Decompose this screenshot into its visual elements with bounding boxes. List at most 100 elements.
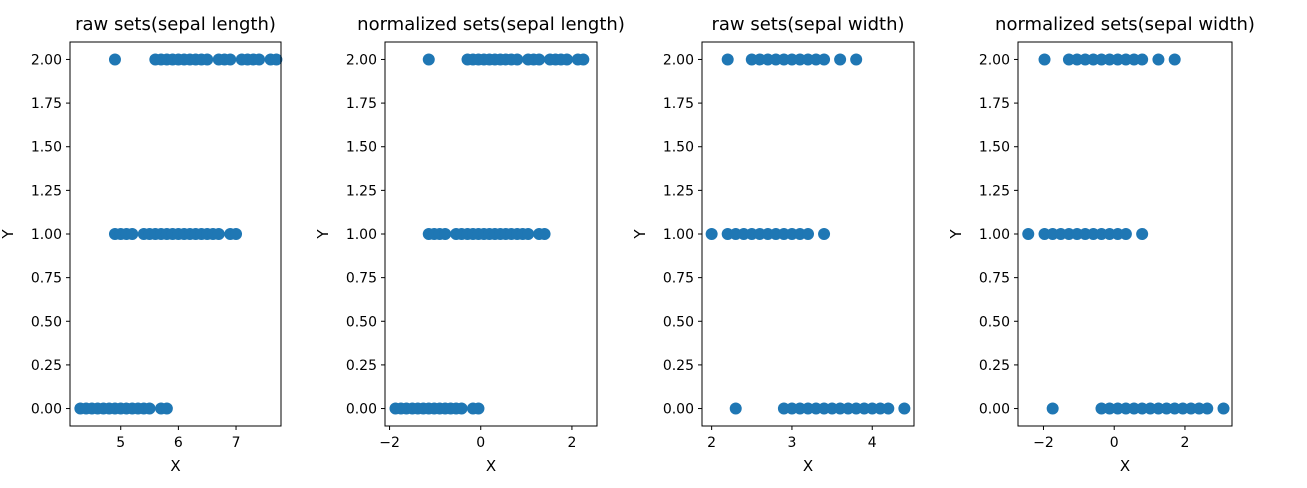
y-tick-label: 1.00 — [346, 227, 377, 243]
data-point — [511, 53, 524, 66]
x-tick-label: 2 — [567, 435, 576, 451]
y-tick-label: 1.00 — [663, 227, 694, 243]
chart-panel-4: normalized sets(sepal width) 0.00 0.25 0.50… — [947, 14, 1255, 475]
data-point — [1201, 402, 1214, 415]
x-tick-label: 2 — [1180, 435, 1189, 451]
x-tick-label: 0 — [1110, 435, 1119, 451]
data-point — [522, 228, 535, 240]
data-point — [533, 53, 546, 66]
x-tick-label: 6 — [174, 435, 183, 451]
data-point — [201, 53, 214, 66]
data-point — [560, 53, 573, 66]
data-point — [108, 53, 121, 66]
y-tick-label: 0.25 — [346, 358, 377, 374]
y-tick-label: 0.50 — [979, 314, 1010, 330]
plot-frame — [701, 41, 915, 427]
chart-panel-2: normalized sets(sepal length) 0.00 0.25 0.5… — [314, 14, 625, 475]
data-point — [253, 53, 266, 66]
x-axis-label: X — [486, 457, 496, 475]
chart-panel-1: raw sets(sepal length) 0.00 0.25 0.50 0.75 1.… — [0, 14, 283, 475]
data-point — [126, 228, 139, 240]
y-tick-label: 0.50 — [31, 314, 62, 330]
x-tick-label: 0 — [476, 435, 485, 451]
y-tick-label: 0.00 — [31, 402, 62, 418]
data-point — [455, 402, 468, 415]
y-tick-label: 1.75 — [663, 96, 694, 112]
data-point — [802, 228, 814, 240]
y-tick-label: 2.00 — [346, 52, 377, 68]
data-point — [818, 228, 831, 240]
data-point — [160, 402, 173, 415]
x-tick-label: −2 — [379, 435, 400, 451]
plot-frame — [69, 41, 282, 427]
y-tick-label: 0.25 — [663, 358, 694, 374]
y-tick-label: 0.25 — [979, 358, 1010, 374]
data-point — [850, 53, 863, 66]
y-tick-label: 0.50 — [346, 314, 377, 330]
y-tick-label: 1.50 — [663, 140, 694, 156]
data-point — [1022, 228, 1035, 240]
y-tick-label: 1.25 — [346, 183, 377, 199]
y-tick-label: 1.50 — [346, 140, 377, 156]
chart-title: raw sets(sepal length) — [75, 14, 276, 35]
y-axis-label: Y — [631, 229, 649, 240]
y-tick-label: 1.75 — [346, 96, 377, 112]
chart-title: raw sets(sepal width) — [711, 14, 904, 35]
chart-panel-3: raw sets(sepal width) 0.00 0.25 0.50 0.75 1.0… — [631, 14, 915, 475]
data-point — [1136, 53, 1149, 66]
y-tick-label: 1.00 — [979, 227, 1010, 243]
y-tick-label: 0.50 — [663, 314, 694, 330]
data-point — [1152, 53, 1165, 66]
data-point — [439, 228, 452, 240]
data-point — [834, 53, 847, 66]
data-point — [729, 402, 742, 415]
x-tick-label: 4 — [868, 435, 877, 451]
data-point — [721, 53, 734, 66]
y-tick-label: 0.75 — [346, 271, 377, 287]
data-point — [538, 228, 551, 240]
data-point — [577, 53, 590, 66]
data-point — [422, 53, 435, 66]
y-tick-label: 0.00 — [346, 402, 377, 418]
data-point — [1046, 402, 1059, 415]
x-tick-label: 7 — [232, 435, 241, 451]
data-point — [1136, 228, 1149, 240]
y-tick-label: 1.25 — [663, 183, 694, 199]
chart-title: normalized sets(sepal length) — [357, 14, 625, 35]
y-tick-label: 1.00 — [31, 227, 62, 243]
y-tick-label: 2.00 — [31, 52, 62, 68]
y-tick-label: 1.25 — [979, 183, 1010, 199]
y-tick-label: 0.75 — [979, 271, 1010, 287]
x-axis-label: X — [803, 457, 813, 475]
data-point — [1119, 228, 1132, 240]
y-tick-label: 1.25 — [31, 183, 62, 199]
y-tick-label: 2.00 — [663, 52, 694, 68]
y-tick-label: 0.00 — [663, 402, 694, 418]
chart-title: normalized sets(sepal width) — [995, 14, 1255, 35]
x-tick-label: 3 — [787, 435, 796, 451]
data-point — [1217, 402, 1230, 415]
y-axis-label: Y — [0, 229, 17, 240]
plot-frame — [1017, 41, 1233, 427]
data-point — [212, 228, 225, 240]
data-point — [143, 402, 156, 415]
y-tick-label: 1.50 — [31, 140, 62, 156]
x-axis-label: X — [1120, 457, 1130, 475]
y-tick-label: 1.75 — [979, 96, 1010, 112]
data-point — [705, 228, 718, 240]
data-point — [1038, 53, 1051, 66]
data-point — [818, 53, 831, 66]
x-tick-label: 5 — [116, 435, 125, 451]
y-tick-label: 0.25 — [31, 358, 62, 374]
y-tick-label: 1.75 — [31, 96, 62, 112]
x-axis-label: X — [170, 457, 180, 475]
data-point — [1168, 53, 1181, 66]
x-tick-label: 2 — [707, 435, 716, 451]
y-tick-label: 0.75 — [663, 271, 694, 287]
data-point — [224, 53, 237, 66]
data-point — [898, 402, 911, 415]
y-axis-label: Y — [314, 229, 332, 240]
data-point — [230, 228, 243, 240]
y-axis-label: Y — [947, 229, 965, 240]
